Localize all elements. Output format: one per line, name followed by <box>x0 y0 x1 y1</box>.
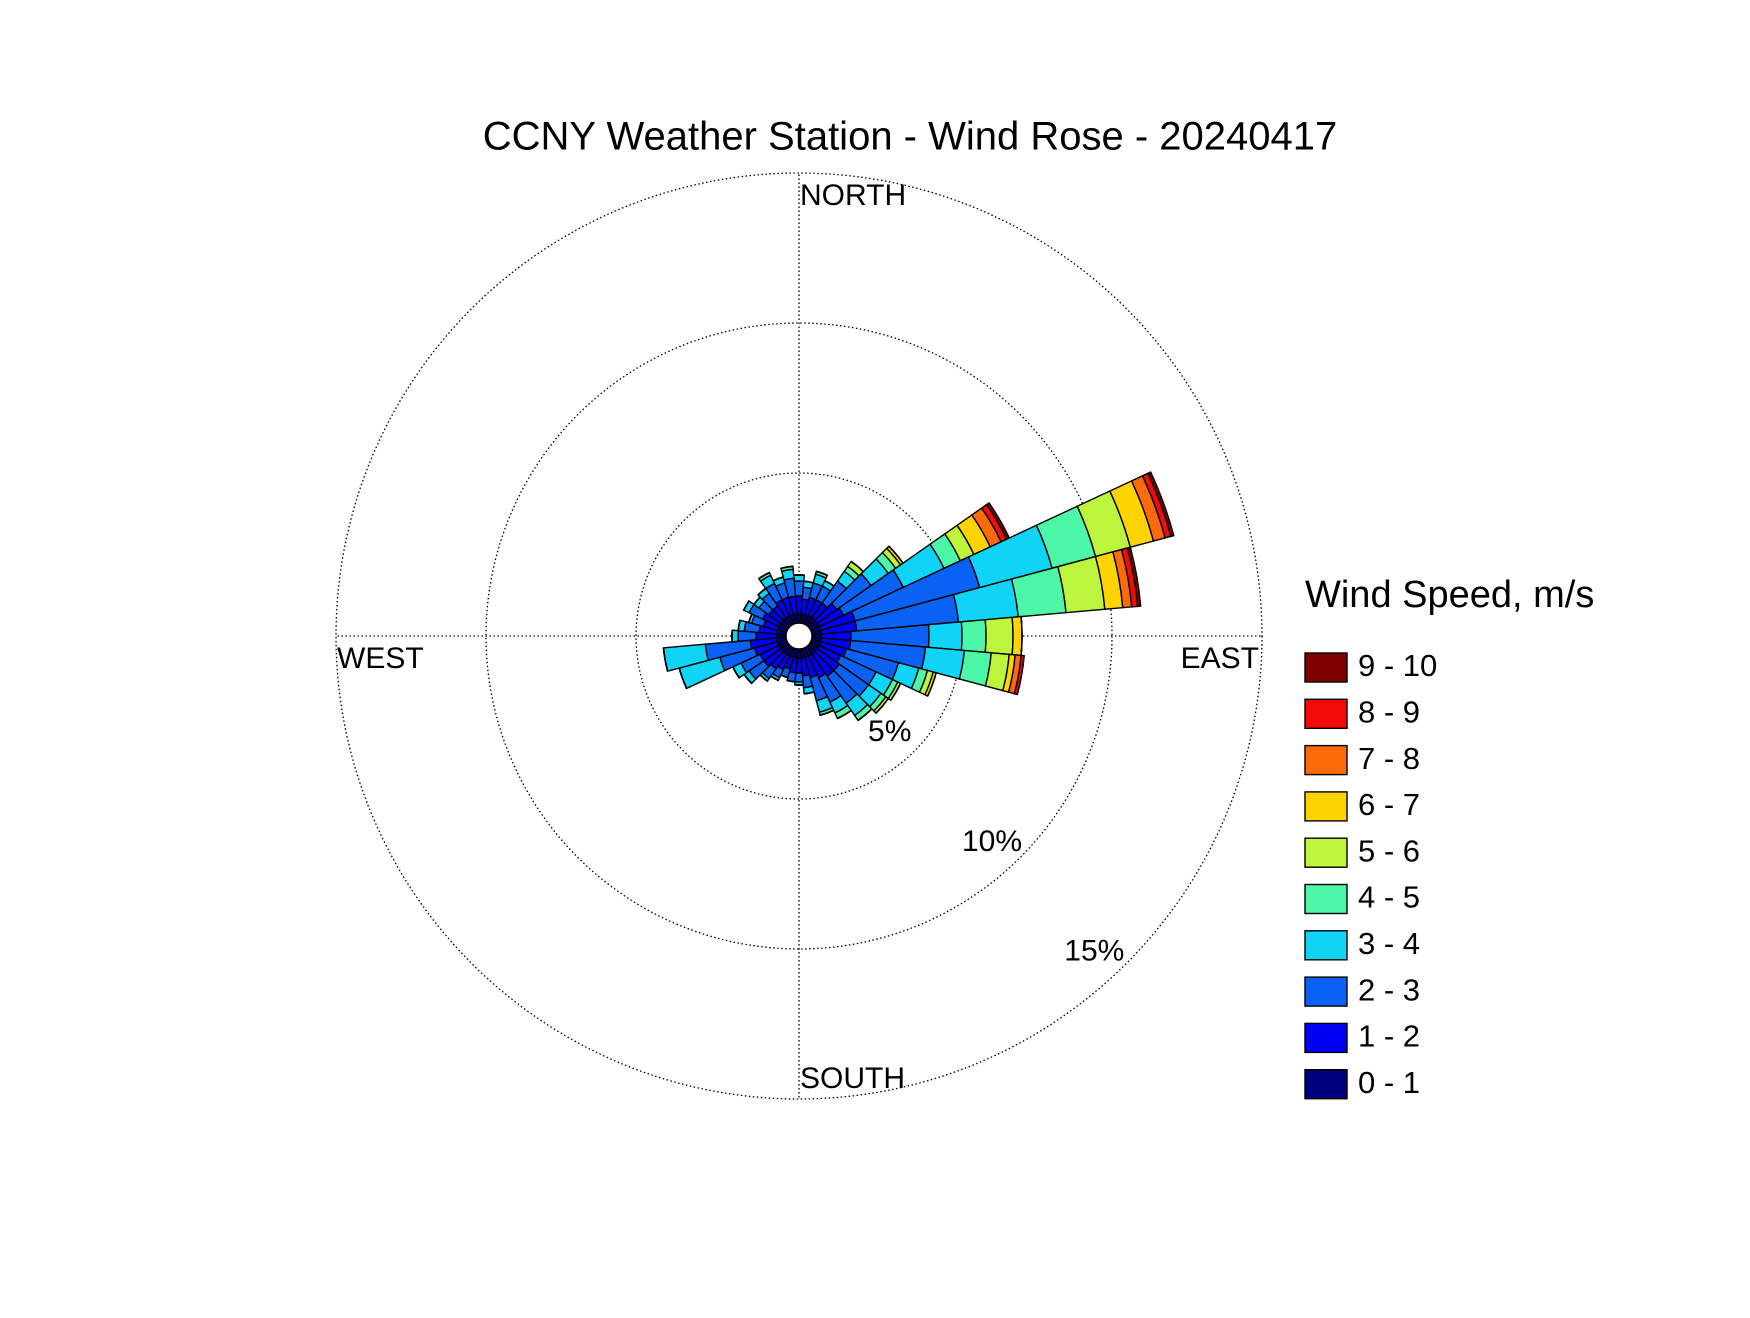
legend-label: 9 - 10 <box>1358 648 1437 683</box>
legend-label: 8 - 9 <box>1358 694 1420 729</box>
legend-label: 5 - 6 <box>1358 833 1420 868</box>
legend-label: 1 - 2 <box>1358 1019 1420 1054</box>
compass-label: SOUTH <box>800 1062 905 1095</box>
legend-swatch <box>1305 931 1347 960</box>
legend-swatch <box>1305 746 1347 775</box>
legend-label: 7 - 8 <box>1358 741 1420 776</box>
wind-wedge <box>929 622 962 650</box>
wind-wedge <box>794 575 805 581</box>
legend-label: 4 - 5 <box>1358 880 1420 915</box>
legend-label: 0 - 1 <box>1358 1065 1420 1100</box>
legend-label: 3 - 4 <box>1358 926 1420 961</box>
r-tick-label: 15% <box>1064 935 1124 968</box>
legend-swatch <box>1305 885 1347 914</box>
legend-swatch <box>1305 792 1347 821</box>
chart-title: CCNY Weather Station - Wind Rose - 20240… <box>483 115 1338 159</box>
legend-label: 6 - 7 <box>1358 787 1420 822</box>
center-hole <box>786 623 812 649</box>
compass-label: NORTH <box>800 179 906 212</box>
wind-wedge <box>732 630 738 642</box>
legend-swatch <box>1305 1023 1347 1052</box>
r-tick-label: 5% <box>868 715 911 748</box>
legend-swatch <box>1305 977 1347 1006</box>
legend-label: 2 - 3 <box>1358 972 1420 1007</box>
legend-swatch <box>1305 1070 1347 1099</box>
wind-wedge <box>1012 617 1022 656</box>
wind-wedge <box>961 620 986 653</box>
wind-wedge <box>985 617 1013 654</box>
legend-title: Wind Speed, m/s <box>1305 574 1594 616</box>
compass-label: EAST <box>1181 642 1259 675</box>
legend-swatch <box>1305 699 1347 728</box>
legend-swatch <box>1305 653 1347 682</box>
compass-label: WEST <box>337 642 424 675</box>
r-tick-label: 10% <box>962 825 1022 858</box>
legend-swatch <box>1305 838 1347 867</box>
